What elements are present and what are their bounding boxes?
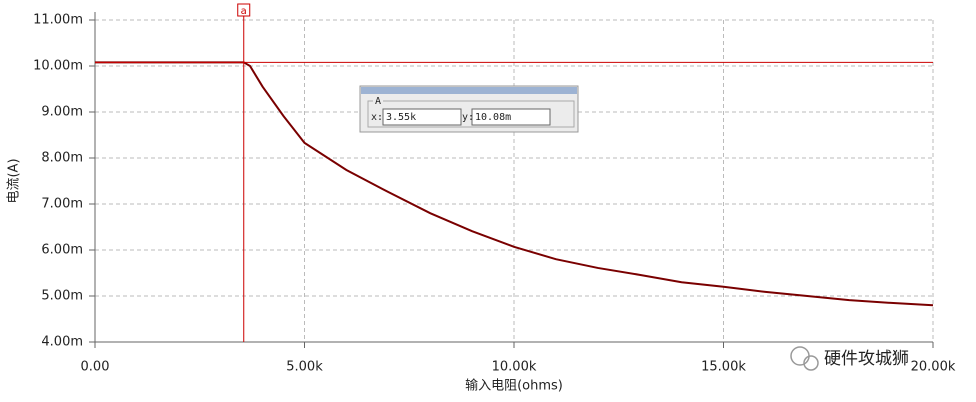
x-tick-label: 20.00k	[911, 360, 956, 375]
y-tick-label: 10.00m	[33, 59, 83, 74]
panel-y-value: 10.08m	[475, 112, 511, 123]
y-tick-label: 4.00m	[41, 335, 83, 350]
y-tick-label: 11.00m	[33, 13, 83, 28]
x-tick-label: 10.00k	[492, 360, 537, 375]
panel-x-value: 3.55k	[386, 112, 416, 123]
y-tick-label: 7.00m	[41, 197, 83, 212]
panel-x-label: x:	[371, 112, 383, 123]
y-tick-label: 9.00m	[41, 105, 83, 120]
watermark-icon	[790, 346, 810, 366]
data-line	[95, 61, 934, 307]
y-axis-label: 电流(A)	[7, 158, 22, 203]
y-tick-label: 6.00m	[41, 243, 83, 258]
watermark-text: 硬件攻城狮	[824, 349, 909, 369]
cursor-name: a	[241, 6, 247, 17]
x-axis-label: 输入电阻(ohms)	[465, 378, 563, 394]
panel-group-gap	[373, 97, 383, 105]
x-tick-label: 5.00k	[286, 360, 323, 375]
panel-y-field[interactable]	[471, 108, 551, 126]
watermark: 硬件攻城狮	[790, 346, 909, 371]
y-tick-label: 5.00m	[41, 289, 83, 304]
cursor-marker	[237, 3, 251, 17]
panel-x-field[interactable]	[382, 108, 462, 126]
panel-y-label: y:	[462, 112, 474, 123]
x-tick-label: 15.00k	[701, 360, 746, 375]
panel-titlebar	[361, 87, 577, 94]
watermark-icon	[803, 355, 819, 371]
y-tick-label: 8.00m	[41, 151, 83, 166]
cursor-panel[interactable]: A x: 3.55k y: 10.08m	[359, 85, 579, 133]
panel-title: A	[375, 96, 381, 107]
panel-group	[367, 100, 575, 128]
x-tick-label: 0.00	[81, 360, 110, 375]
